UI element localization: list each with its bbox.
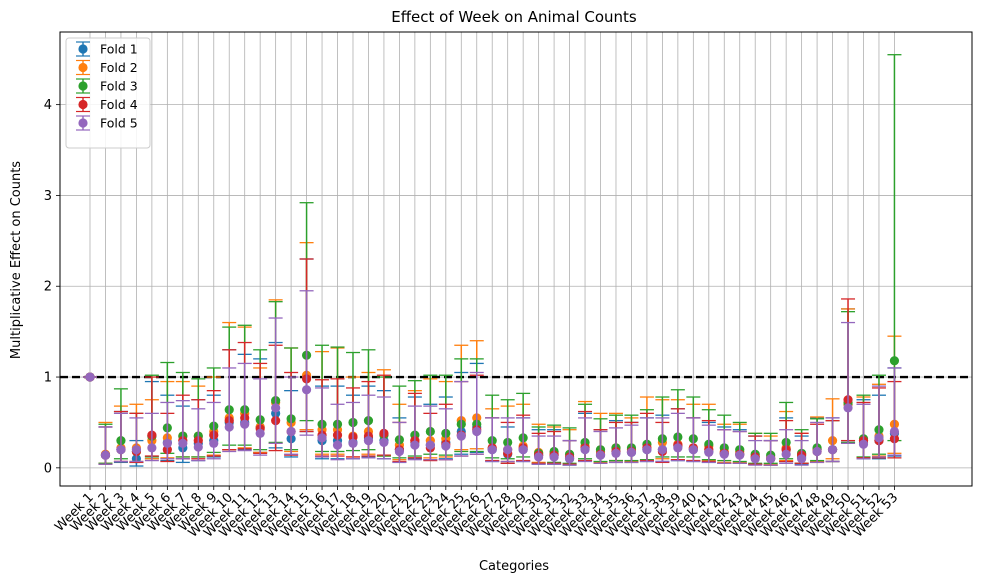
data-point (487, 445, 497, 455)
data-point (456, 431, 466, 441)
data-point (363, 436, 374, 446)
data-point (874, 433, 884, 443)
data-point (704, 447, 714, 458)
legend-item: Fold 5 (76, 115, 138, 131)
data-point (425, 440, 435, 450)
legend-label: Fold 2 (100, 60, 138, 75)
data-point (332, 440, 343, 450)
data-point (178, 438, 188, 448)
data-point (255, 428, 265, 438)
data-point (719, 449, 729, 459)
data-point (100, 450, 111, 460)
y-axis-label: Multiplicative Effect on Counts (9, 161, 24, 359)
data-point (301, 385, 312, 395)
data-point (626, 447, 637, 458)
plot-frame (59, 31, 973, 487)
data-point (209, 438, 219, 448)
data-point (534, 452, 544, 462)
data-point (147, 443, 157, 453)
data-point (317, 433, 327, 443)
series-layer (83, 54, 902, 467)
data-point (518, 445, 528, 455)
data-point (688, 445, 698, 455)
data-point (193, 442, 203, 452)
data-point (642, 445, 652, 455)
data-point (735, 450, 745, 460)
legend-label: Fold 5 (100, 116, 138, 131)
data-point (131, 445, 142, 455)
y-tick-label: 3 (44, 189, 52, 204)
data-point (889, 356, 900, 366)
legend: Fold 1 Fold 2 Fold 3 Fold 4 Fold 5 (65, 37, 151, 149)
series-5 (83, 290, 902, 466)
y-tick-label: 1 (44, 371, 52, 386)
data-point (812, 446, 822, 457)
data-point (162, 438, 172, 448)
data-point (379, 437, 389, 448)
data-point (750, 454, 760, 464)
y-tick-label: 4 (44, 98, 52, 113)
legend-label: Fold 1 (100, 42, 138, 57)
data-point (827, 445, 838, 455)
y-tick-label: 2 (44, 280, 52, 295)
data-point (564, 454, 575, 464)
data-point (673, 443, 683, 453)
data-point (766, 454, 776, 464)
x-axis-label: Categories (479, 559, 549, 574)
data-point (240, 419, 250, 429)
data-point (116, 445, 126, 455)
data-point (797, 454, 807, 464)
data-point (224, 422, 234, 432)
y-tick-label: 0 (44, 461, 52, 476)
legend-marker (78, 118, 88, 128)
chart-title: Effect of Week on Animal Counts (391, 8, 637, 26)
legend-item: Fold 1 (76, 41, 138, 57)
data-point (348, 438, 358, 448)
data-point (85, 372, 95, 382)
data-point (503, 445, 513, 455)
legend-marker (78, 62, 88, 73)
legend-marker (78, 81, 88, 91)
data-point (781, 449, 791, 459)
data-point (657, 445, 667, 455)
legend-item: Fold 3 (76, 78, 138, 94)
legend-item: Fold 4 (76, 96, 138, 113)
legend-item: Fold 2 (76, 59, 138, 76)
data-point (595, 450, 606, 460)
data-point (611, 448, 621, 458)
data-point (286, 426, 296, 437)
legend-marker (78, 99, 88, 110)
data-point (472, 426, 482, 437)
data-point (889, 426, 900, 437)
data-point (410, 440, 420, 450)
data-point (394, 446, 404, 457)
data-point (271, 403, 281, 413)
data-point (549, 452, 559, 462)
legend-label: Fold 4 (100, 97, 138, 112)
data-point (858, 439, 869, 449)
data-point (441, 441, 451, 451)
legend-marker (78, 44, 88, 54)
legend-label: Fold 3 (100, 79, 138, 94)
data-point (580, 445, 590, 455)
data-point (843, 403, 853, 413)
